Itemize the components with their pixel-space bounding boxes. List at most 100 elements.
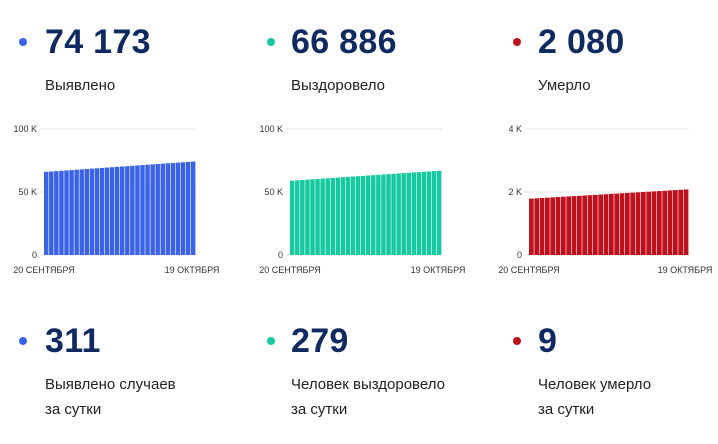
chart-bar <box>104 167 110 255</box>
chart-bar <box>89 168 95 255</box>
chart-bar <box>436 170 442 255</box>
chart-bar <box>662 190 668 255</box>
chart-bar <box>59 170 64 255</box>
chart-bar <box>165 163 171 255</box>
chart-bar <box>300 179 305 255</box>
chart-bar <box>371 175 376 255</box>
chart-bar <box>69 170 74 255</box>
chart-bar <box>130 165 135 255</box>
chart-bar <box>175 162 181 255</box>
chart-bar <box>577 195 582 255</box>
chart-bar <box>431 171 437 255</box>
y-tick-label: 0 <box>32 250 37 260</box>
chart-bar <box>310 179 315 255</box>
chart-bar <box>550 197 556 255</box>
y-tick-label: 0 <box>278 250 283 260</box>
chart-bar <box>421 171 427 255</box>
panel-recovered: 66 886 Выздоровело 0 50 K 100 K 20 СЕНТЯБРЯ… <box>246 0 486 444</box>
chart-bar <box>366 175 371 255</box>
chart-bar <box>391 173 396 255</box>
chart-bar <box>598 194 604 255</box>
chart-bar <box>320 178 325 255</box>
recovered-daily-sublabel: за сутки <box>291 401 348 418</box>
y-tick-label: 2 K <box>508 187 522 197</box>
x-tick-label-end: 19 ОКТЯБРЯ <box>165 265 220 275</box>
recovered-daily-label: Человек выздоровело <box>291 376 445 393</box>
recovered-total-label: Выздоровело <box>291 77 386 94</box>
chart-bar <box>84 169 89 255</box>
chart-bar <box>582 195 588 255</box>
chart-bar <box>44 171 49 255</box>
detected-daily-label: Выявлено случаев <box>45 376 176 393</box>
deaths-chart: 0 2 K 4 K 20 СЕНТЯБРЯ 19 ОКТЯБРЯ <box>498 124 713 275</box>
chart-bar <box>325 178 330 255</box>
chart-bar <box>614 193 620 255</box>
chart-bar <box>290 180 295 255</box>
chart-bar <box>114 166 120 255</box>
chart-bar <box>603 194 609 255</box>
chart-bar <box>79 169 84 255</box>
chart-bar <box>416 172 422 255</box>
chart-bar <box>125 166 130 255</box>
detected-chart: 0 50 K 100 K 20 СЕНТЯБРЯ 19 ОКТЯБРЯ <box>13 124 220 275</box>
chart-bar <box>49 171 54 255</box>
y-tick-label: 4 K <box>508 124 522 134</box>
chart-bar <box>587 195 593 255</box>
chart-bar <box>406 172 411 255</box>
chart-bar <box>566 196 572 255</box>
recovered-daily-dot-icon <box>267 337 275 345</box>
chart-bar <box>539 197 545 255</box>
chart-bar <box>396 173 401 255</box>
chart-bar <box>340 177 346 255</box>
x-tick-label-end: 19 ОКТЯБРЯ <box>411 265 466 275</box>
chart-bar <box>185 161 191 255</box>
chart-bar <box>646 191 652 255</box>
chart-bar <box>150 164 155 255</box>
y-tick-label: 100 K <box>13 124 37 134</box>
chart-bar <box>330 177 335 255</box>
y-tick-label: 50 K <box>18 187 37 197</box>
chart-bar <box>683 189 689 255</box>
chart-bar <box>673 190 678 255</box>
y-tick-label: 100 K <box>259 124 283 134</box>
chart-bar <box>190 161 196 255</box>
chart-bar <box>555 197 561 255</box>
detected-daily-dot-icon <box>19 337 27 345</box>
chart-bar <box>641 192 646 255</box>
detected-dot-icon <box>19 38 27 46</box>
deaths-daily-sublabel: за сутки <box>538 401 595 418</box>
recovered-daily: 279 <box>291 322 349 360</box>
chart-bar <box>315 178 320 255</box>
recovered-dot-icon <box>267 38 275 46</box>
chart-bar <box>401 173 406 255</box>
chart-bar <box>376 174 381 255</box>
chart-bar <box>411 172 417 255</box>
chart-bar <box>534 198 540 255</box>
chart-bar <box>561 196 566 255</box>
chart-bar <box>657 191 662 255</box>
x-tick-label-start: 20 СЕНТЯБРЯ <box>498 265 560 275</box>
detected-total: 74 173 <box>45 23 151 61</box>
chart-bar <box>160 163 165 255</box>
panel-deaths: 2 080 Умерло 0 2 K 4 K 20 СЕНТЯБРЯ 19 ОКТЯБР… <box>493 0 718 444</box>
chart-bar <box>355 176 361 255</box>
panel-detected: 74 173 Выявлено 0 50 K 100 K 20 СЕНТЯБРЯ 19 … <box>0 0 240 444</box>
chart-bar <box>140 165 145 255</box>
y-tick-label: 0 <box>517 250 522 260</box>
recovered-chart: 0 50 K 100 K 20 СЕНТЯБРЯ 19 ОКТЯБРЯ <box>259 124 466 275</box>
deaths-daily: 9 <box>538 322 558 360</box>
chart-bar <box>667 190 673 255</box>
chart-bar <box>145 164 150 255</box>
x-tick-label-end: 19 ОКТЯБРЯ <box>658 265 713 275</box>
y-tick-label: 50 K <box>264 187 283 197</box>
chart-bar <box>350 176 356 255</box>
detected-daily: 311 <box>45 322 101 360</box>
chart-bar <box>295 180 300 255</box>
chart-bar <box>381 174 386 255</box>
chart-bar <box>155 164 160 255</box>
chart-bar <box>64 170 69 255</box>
x-tick-label-start: 20 СЕНТЯБРЯ <box>13 265 75 275</box>
chart-bar <box>109 167 115 255</box>
deaths-total: 2 080 <box>538 23 625 61</box>
chart-bar <box>571 196 577 255</box>
